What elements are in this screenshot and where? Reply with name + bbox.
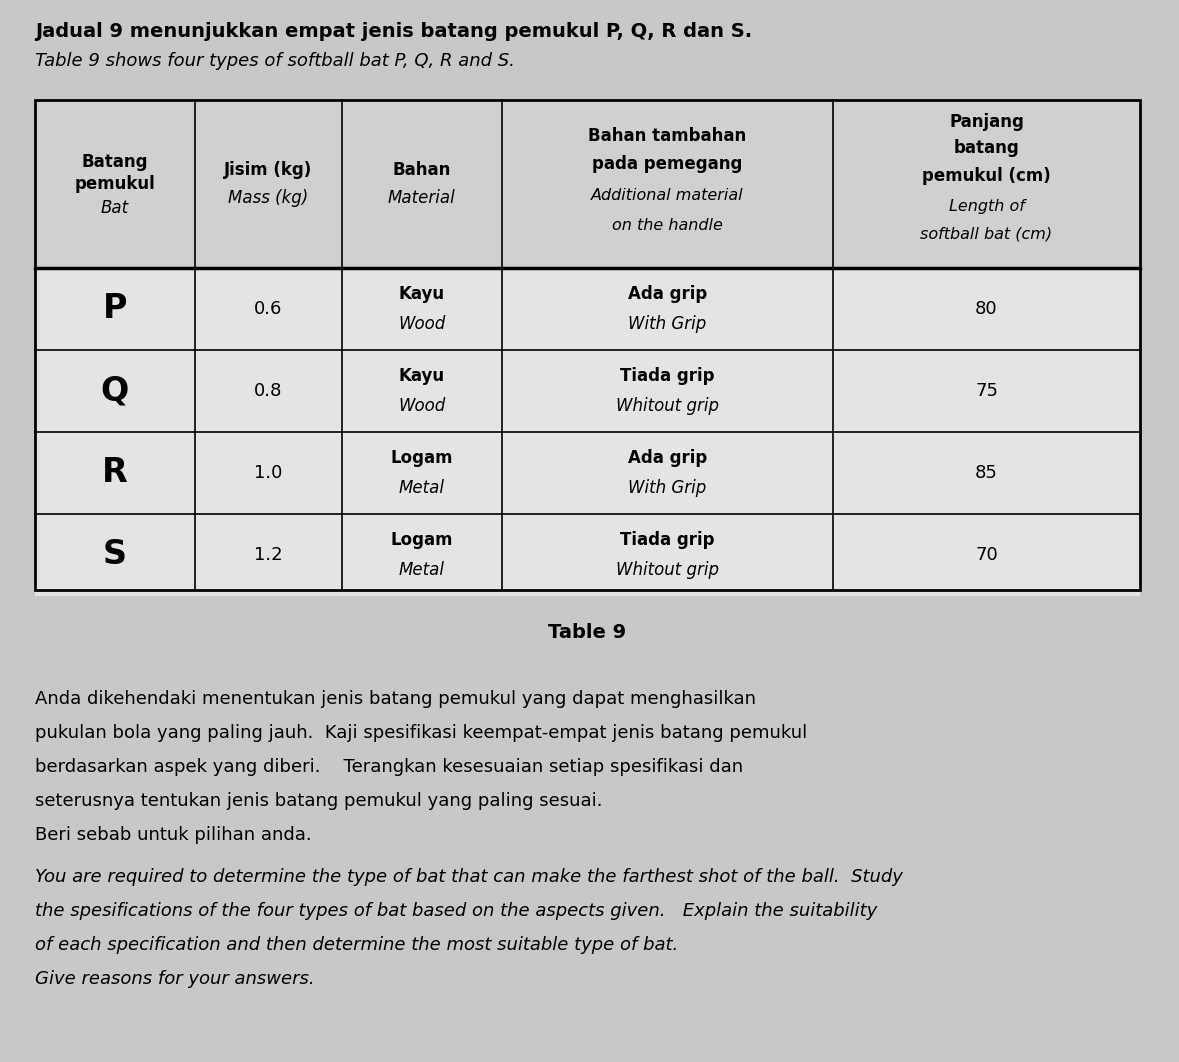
Text: the spesifications of the four types of bat based on the aspects given.   Explai: the spesifications of the four types of … bbox=[35, 902, 877, 920]
Text: pukulan bola yang paling jauh.  Kaji spesifikasi keempat-empat jenis batang pemu: pukulan bola yang paling jauh. Kaji spes… bbox=[35, 724, 808, 742]
Text: batang: batang bbox=[954, 139, 1020, 157]
Text: 1.2: 1.2 bbox=[253, 546, 283, 564]
Text: berdasarkan aspek yang diberi.    Terangkan kesesuaian setiap spesifikasi dan: berdasarkan aspek yang diberi. Terangkan… bbox=[35, 758, 743, 776]
Text: Beri sebab untuk pilihan anda.: Beri sebab untuk pilihan anda. bbox=[35, 826, 311, 844]
Text: Q: Q bbox=[100, 375, 129, 408]
Text: Logam: Logam bbox=[390, 449, 453, 467]
Text: Give reasons for your answers.: Give reasons for your answers. bbox=[35, 970, 315, 988]
Text: 70: 70 bbox=[975, 546, 997, 564]
Text: 0.6: 0.6 bbox=[255, 299, 283, 318]
Text: Wood: Wood bbox=[399, 397, 446, 415]
Text: With Grip: With Grip bbox=[628, 315, 706, 333]
Text: Batang: Batang bbox=[81, 153, 149, 171]
Text: Ada grip: Ada grip bbox=[627, 449, 707, 467]
Text: Kayu: Kayu bbox=[399, 285, 444, 303]
Text: 75: 75 bbox=[975, 382, 999, 400]
Text: Jadual 9 menunjukkan empat jenis batang pemukul P, Q, R dan S.: Jadual 9 menunjukkan empat jenis batang … bbox=[35, 22, 752, 41]
Text: R: R bbox=[101, 457, 127, 490]
Text: Metal: Metal bbox=[399, 479, 444, 497]
Text: Mass (kg): Mass (kg) bbox=[229, 189, 309, 207]
Text: With Grip: With Grip bbox=[628, 479, 706, 497]
Text: P: P bbox=[103, 292, 127, 325]
Text: Panjang: Panjang bbox=[949, 113, 1025, 131]
Text: Wood: Wood bbox=[399, 315, 446, 333]
Bar bbox=[35, 100, 1140, 268]
Text: Ada grip: Ada grip bbox=[627, 285, 707, 303]
Text: Metal: Metal bbox=[399, 561, 444, 579]
Text: Tiada grip: Tiada grip bbox=[620, 531, 714, 549]
Text: You are required to determine the type of bat that can make the farthest shot of: You are required to determine the type o… bbox=[35, 868, 903, 886]
Text: Anda dikehendaki menentukan jenis batang pemukul yang dapat menghasilkan: Anda dikehendaki menentukan jenis batang… bbox=[35, 690, 756, 708]
Text: pemukul (cm): pemukul (cm) bbox=[922, 167, 1050, 185]
Text: 1.0: 1.0 bbox=[255, 464, 283, 482]
Text: Table 9 shows four types of softball bat P, Q, R and S.: Table 9 shows four types of softball bat… bbox=[35, 52, 515, 70]
Text: Bahan tambahan: Bahan tambahan bbox=[588, 127, 746, 145]
Text: Material: Material bbox=[388, 189, 455, 207]
Text: Whitout grip: Whitout grip bbox=[615, 561, 719, 579]
Text: S: S bbox=[103, 538, 127, 571]
Text: 80: 80 bbox=[975, 299, 997, 318]
Text: of each specification and then determine the most suitable type of bat.: of each specification and then determine… bbox=[35, 936, 678, 954]
Text: pemukul: pemukul bbox=[74, 175, 156, 193]
Text: Length of: Length of bbox=[949, 199, 1025, 213]
Text: pada pemegang: pada pemegang bbox=[592, 155, 743, 173]
Text: 85: 85 bbox=[975, 464, 997, 482]
Text: Kayu: Kayu bbox=[399, 367, 444, 386]
Text: Bahan: Bahan bbox=[393, 161, 450, 179]
Text: 0.8: 0.8 bbox=[255, 382, 283, 400]
Text: Additional material: Additional material bbox=[591, 188, 744, 204]
Bar bbox=[35, 432, 1140, 514]
Text: Logam: Logam bbox=[390, 531, 453, 549]
Text: Table 9: Table 9 bbox=[548, 622, 626, 641]
Text: Whitout grip: Whitout grip bbox=[615, 397, 719, 415]
Text: seterusnya tentukan jenis batang pemukul yang paling sesuai.: seterusnya tentukan jenis batang pemukul… bbox=[35, 792, 602, 810]
Bar bbox=[35, 268, 1140, 350]
Bar bbox=[35, 350, 1140, 432]
Text: Jisim (kg): Jisim (kg) bbox=[224, 161, 312, 179]
Text: Bat: Bat bbox=[100, 199, 129, 217]
Text: Tiada grip: Tiada grip bbox=[620, 367, 714, 386]
Bar bbox=[35, 514, 1140, 596]
Bar bbox=[35, 100, 1140, 590]
Text: softball bat (cm): softball bat (cm) bbox=[921, 226, 1053, 241]
Text: on the handle: on the handle bbox=[612, 219, 723, 234]
